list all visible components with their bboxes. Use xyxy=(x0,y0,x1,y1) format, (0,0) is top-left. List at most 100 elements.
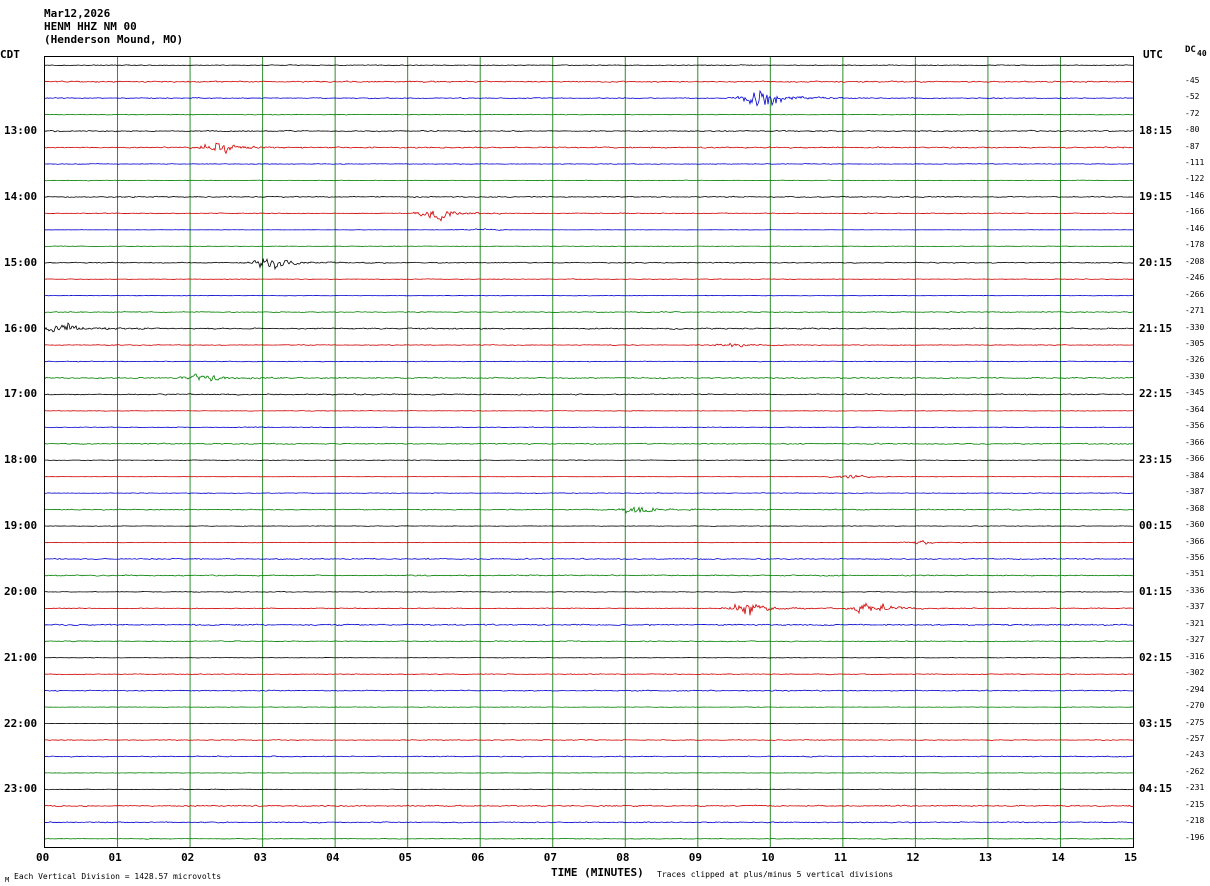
dc-axis-label: DC xyxy=(1185,45,1196,55)
right-time-label: 21:15 xyxy=(1139,321,1173,335)
x-tick-label: 03 xyxy=(253,851,267,864)
dc-offset-label: -366 xyxy=(1185,437,1205,447)
left-time-label: 19:00 xyxy=(4,519,38,533)
dc-offset-label: -243 xyxy=(1185,750,1205,760)
dc-offset-label: -275 xyxy=(1185,717,1205,727)
dc-offset-label: -72 xyxy=(1185,108,1200,118)
seismogram-plot xyxy=(44,56,1134,848)
x-tick-label: 01 xyxy=(108,851,122,864)
dc-offset-label: -327 xyxy=(1185,635,1205,645)
left-time-label: 15:00 xyxy=(4,255,38,269)
plot-grid xyxy=(117,57,1061,847)
x-tick-label: 08 xyxy=(616,851,630,864)
dc-offset-label: -262 xyxy=(1185,766,1205,776)
dc-offset-label: -366 xyxy=(1185,536,1205,546)
right-time-label: 19:15 xyxy=(1139,189,1173,203)
dc-offset-label: -366 xyxy=(1185,454,1205,464)
x-axis-title: TIME (MINUTES) xyxy=(551,866,644,879)
header-station: HENM HHZ NM 00 xyxy=(44,20,137,33)
dc-offset-label: -271 xyxy=(1185,306,1205,316)
x-tick-label: 00 xyxy=(36,851,50,864)
dc-offset-label: -80 xyxy=(1185,125,1200,135)
left-time-label: 18:00 xyxy=(4,453,38,467)
dc-axis-value: 40 xyxy=(1197,49,1207,58)
left-time-label: 14:00 xyxy=(4,189,38,203)
dc-offset-label: -246 xyxy=(1185,273,1205,283)
dc-offset-label: -364 xyxy=(1185,404,1205,414)
right-time-label: 18:15 xyxy=(1139,124,1173,138)
dc-offset-label: -196 xyxy=(1185,832,1205,842)
dc-offset-label: -146 xyxy=(1185,223,1205,233)
dc-offset-label: -351 xyxy=(1185,569,1205,579)
dc-offset-label: -356 xyxy=(1185,421,1205,431)
left-time-label: 20:00 xyxy=(4,584,38,598)
x-tick-label: 04 xyxy=(326,851,340,864)
x-tick-label: 13 xyxy=(978,851,993,864)
dc-offset-label: -356 xyxy=(1185,552,1205,562)
dc-offset-label: -231 xyxy=(1185,783,1205,793)
footer-mark: M xyxy=(5,876,10,884)
x-tick-label: 07 xyxy=(543,851,557,864)
footer-scale-note: Each Vertical Division = 1428.57 microvo… xyxy=(14,872,222,881)
dc-offset-label: -178 xyxy=(1185,240,1205,250)
dc-offset-label: -330 xyxy=(1185,371,1205,381)
x-tick-label: 12 xyxy=(906,851,920,864)
right-time-label: 20:15 xyxy=(1139,255,1173,269)
left-time-label: 13:00 xyxy=(4,124,38,138)
dc-offset-label: -337 xyxy=(1185,602,1205,612)
left-time-label: 16:00 xyxy=(4,321,38,335)
dc-offset-label: -45 xyxy=(1185,75,1200,85)
dc-offset-label: -384 xyxy=(1185,470,1205,480)
footer-clip-note: Traces clipped at plus/minus 5 vertical … xyxy=(657,870,894,879)
x-tick-label: 06 xyxy=(471,851,485,864)
left-time-label: 17:00 xyxy=(4,387,38,401)
left-time-label: 22:00 xyxy=(4,716,38,730)
right-time-label: 01:15 xyxy=(1139,584,1173,598)
dc-offset-label: -166 xyxy=(1185,207,1205,217)
right-time-label: 03:15 xyxy=(1139,716,1173,730)
x-tick-label: 09 xyxy=(688,851,703,864)
right-axis-label: UTC xyxy=(1143,48,1163,61)
dc-offset-label: -302 xyxy=(1185,668,1205,678)
right-time-label: 02:15 xyxy=(1139,650,1173,664)
dc-offset-label: -257 xyxy=(1185,734,1205,744)
x-tick-label: 15 xyxy=(1124,851,1138,864)
dc-offset-label: -146 xyxy=(1185,190,1205,200)
dc-offset-label: -305 xyxy=(1185,339,1205,349)
x-tick-label: 11 xyxy=(833,851,848,864)
dc-offset-label: -316 xyxy=(1185,651,1205,661)
left-time-label: 21:00 xyxy=(4,650,38,664)
dc-offset-label: -122 xyxy=(1185,174,1205,184)
dc-offset-label: -87 xyxy=(1185,141,1200,151)
dc-offset-label: -326 xyxy=(1185,355,1205,365)
x-tick-label: 05 xyxy=(398,851,412,864)
dc-offset-label: -336 xyxy=(1185,585,1205,595)
left-time-label: 23:00 xyxy=(4,782,38,796)
header-date: Mar12,2026 xyxy=(44,7,111,20)
dc-offset-label: -387 xyxy=(1185,487,1205,497)
right-time-label: 23:15 xyxy=(1139,453,1173,467)
header-location: (Henderson Mound, MO) xyxy=(44,33,184,46)
right-time-label: 22:15 xyxy=(1139,387,1173,401)
x-tick-label: 14 xyxy=(1051,851,1065,864)
dc-offset-label: -360 xyxy=(1185,520,1205,530)
dc-offset-label: -215 xyxy=(1185,799,1205,809)
plot-traces xyxy=(45,64,1133,840)
x-tick-label: 02 xyxy=(181,851,195,864)
right-time-label: 00:15 xyxy=(1139,519,1173,533)
dc-offset-label: -294 xyxy=(1185,684,1205,694)
dc-offset-label: -345 xyxy=(1185,388,1205,398)
dc-offset-label: -218 xyxy=(1185,816,1205,826)
dc-offset-label: -321 xyxy=(1185,618,1205,628)
dc-offset-label: -111 xyxy=(1185,157,1205,167)
dc-offset-label: -330 xyxy=(1185,322,1205,332)
dc-offset-label: -266 xyxy=(1185,289,1205,299)
dc-offset-label: -270 xyxy=(1185,701,1205,711)
dc-offset-label: -52 xyxy=(1185,92,1200,102)
left-axis-label: CDT xyxy=(0,48,20,61)
x-tick-label: 10 xyxy=(761,851,775,864)
dc-offset-label: -208 xyxy=(1185,256,1205,266)
dc-offset-label: -368 xyxy=(1185,503,1205,513)
right-time-label: 04:15 xyxy=(1139,782,1173,796)
